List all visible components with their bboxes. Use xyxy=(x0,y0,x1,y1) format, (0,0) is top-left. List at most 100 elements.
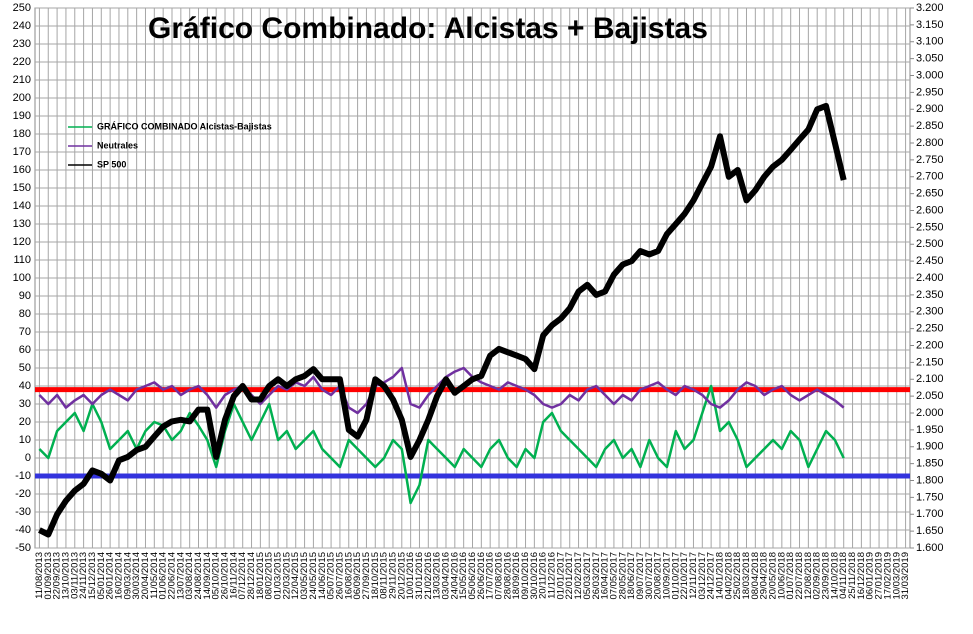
x-tick-label: 26/01/2014 xyxy=(105,552,116,600)
x-tick-label: 09/07/2017 xyxy=(635,552,646,600)
x-tick-label: 22/01/2017 xyxy=(564,552,575,600)
x-tick-label: 29/04/2018 xyxy=(759,552,770,600)
x-tick-label: 20/08/2017 xyxy=(653,552,664,600)
x-tick-label: 26/03/2017 xyxy=(591,552,602,600)
y2-tick-label: 1.850 xyxy=(916,458,944,470)
x-tick-label: 12/04/2015 xyxy=(290,552,301,600)
x-tick-label: 08/04/2018 xyxy=(750,552,761,600)
x-tick-label: 13/03/2016 xyxy=(432,552,443,600)
y2-tick-label: 2.150 xyxy=(916,356,944,368)
y-tick-label: 160 xyxy=(13,164,31,176)
y2-tick-label: 1.750 xyxy=(916,491,944,503)
x-tick-label: 03/05/2015 xyxy=(299,552,310,600)
x-tick-label: 06/01/2019 xyxy=(865,552,876,600)
x-tick-label: 05/10/2014 xyxy=(211,552,222,600)
y-tick-label: 200 xyxy=(13,92,31,104)
x-tick-label: 24/12/2017 xyxy=(706,552,717,600)
x-tick-label: 25/02/2018 xyxy=(732,552,743,600)
y2-tick-label: 1.950 xyxy=(916,424,944,436)
y2-tick-label: 3.150 xyxy=(916,19,944,31)
y2-tick-label: 2.050 xyxy=(916,390,944,402)
y-tick-label: -10 xyxy=(15,470,31,482)
y-tick-label: 190 xyxy=(13,110,31,122)
x-tick-label: 26/06/2016 xyxy=(476,552,487,600)
y2-tick-label: 1.900 xyxy=(916,441,944,453)
x-tick-label: 05/01/2014 xyxy=(96,552,107,600)
x-tick-label: 01/01/2017 xyxy=(555,552,566,600)
y2-tick-label: 1.650 xyxy=(916,525,944,537)
x-tick-label: 22/03/2015 xyxy=(281,552,292,600)
y-tick-label: 180 xyxy=(13,128,31,140)
x-tick-label: 10/01/2016 xyxy=(405,552,416,600)
x-tick-label: 04/11/2018 xyxy=(838,552,849,599)
x-tick-label: 26/07/2015 xyxy=(334,552,345,600)
x-tick-label: 08/11/2015 xyxy=(379,552,390,599)
x-tick-label: 15/12/2013 xyxy=(87,552,98,600)
x-tick-label: 12/02/2017 xyxy=(573,552,584,600)
x-tick-label: 24/04/2016 xyxy=(449,552,460,600)
y-tick-label: 170 xyxy=(13,146,31,158)
x-tick-label: 11/08/2013 xyxy=(34,552,45,599)
x-tick-label: 11/12/2016 xyxy=(547,552,558,599)
legend-label: GRÁFICO COMBINADO Alcistas-Bajistas xyxy=(97,121,272,131)
y2-tick-label: 2.950 xyxy=(916,86,944,98)
x-tick-label: 24/11/2013 xyxy=(78,552,89,599)
x-tick-label: 23/09/2018 xyxy=(821,552,832,600)
x-tick-label: 07/05/2017 xyxy=(608,552,619,600)
y-tick-label: 210 xyxy=(13,74,31,86)
x-tick-label: 07/12/2014 xyxy=(237,552,248,600)
y-tick-label: 220 xyxy=(13,56,31,68)
y-tick-label: 60 xyxy=(19,344,31,356)
x-tick-label: 30/10/2016 xyxy=(529,552,540,600)
y-tick-label: 240 xyxy=(13,20,31,32)
y-tick-label: 20 xyxy=(19,416,31,428)
x-tick-label: 24/05/2015 xyxy=(308,552,319,600)
x-tick-label: 20/11/2016 xyxy=(538,552,549,599)
x-tick-label: 12/11/2017 xyxy=(688,552,699,599)
y2-tick-label: 2.600 xyxy=(916,204,944,216)
x-tick-label: 11/05/2014 xyxy=(149,552,160,599)
y-tick-label: 30 xyxy=(19,398,31,410)
y2-tick-label: 2.550 xyxy=(916,221,944,233)
y-tick-label: -30 xyxy=(15,506,31,518)
x-tick-label: 12/08/2018 xyxy=(803,552,814,600)
x-tick-label: 01/07/2018 xyxy=(785,552,796,600)
x-tick-label: 09/03/2014 xyxy=(122,552,133,600)
x-tick-label: 10/03/2019 xyxy=(891,552,902,600)
x-tick-label: 02/09/2018 xyxy=(812,552,823,600)
x-tick-label: 14/10/2018 xyxy=(829,552,840,600)
x-tick-label: 09/10/2016 xyxy=(520,552,531,600)
x-tick-label: 16/11/2014 xyxy=(228,552,239,599)
x-tick-label: 13/10/2013 xyxy=(60,552,71,600)
y-tick-label: 80 xyxy=(19,308,31,320)
x-tick-label: 18/10/2015 xyxy=(370,552,381,600)
y-tick-label: 130 xyxy=(13,218,31,230)
x-tick-label: 05/06/2016 xyxy=(467,552,478,600)
x-tick-label: 14/09/2014 xyxy=(202,552,213,600)
y-tick-label: 110 xyxy=(13,254,31,266)
chart-title: Gráfico Combinado: Alcistas + Bajistas xyxy=(148,12,708,45)
x-tick-label: 13/07/2014 xyxy=(175,552,186,600)
x-tick-label: 28/12/2014 xyxy=(246,552,257,600)
x-tick-label: 25/11/2018 xyxy=(847,552,858,599)
x-tick-label: 18/06/2017 xyxy=(626,552,637,600)
x-tick-label: 03/11/2013 xyxy=(69,552,80,599)
x-tick-label: 20/04/2014 xyxy=(140,552,151,600)
y2-tick-label: 2.200 xyxy=(916,339,944,351)
x-tick-label: 31/03/2019 xyxy=(900,552,911,600)
y2-tick-label: 1.600 xyxy=(916,542,944,554)
x-tick-label: 03/12/2017 xyxy=(697,552,708,600)
y2-tick-label: 2.700 xyxy=(916,171,944,183)
y2-tick-label: 2.250 xyxy=(916,323,944,335)
y-tick-label: 10 xyxy=(19,434,31,446)
y2-tick-label: 2.650 xyxy=(916,188,944,200)
x-tick-label: 20/05/2018 xyxy=(768,552,779,600)
x-tick-label: 22/06/2014 xyxy=(167,552,178,600)
y2-tick-label: 2.900 xyxy=(916,103,944,115)
x-tick-label: 27/09/2015 xyxy=(361,552,372,600)
x-tick-label: 27/01/2019 xyxy=(874,552,885,600)
x-tick-label: 26/10/2014 xyxy=(220,552,231,600)
x-tick-label: 18/01/2015 xyxy=(255,552,266,600)
